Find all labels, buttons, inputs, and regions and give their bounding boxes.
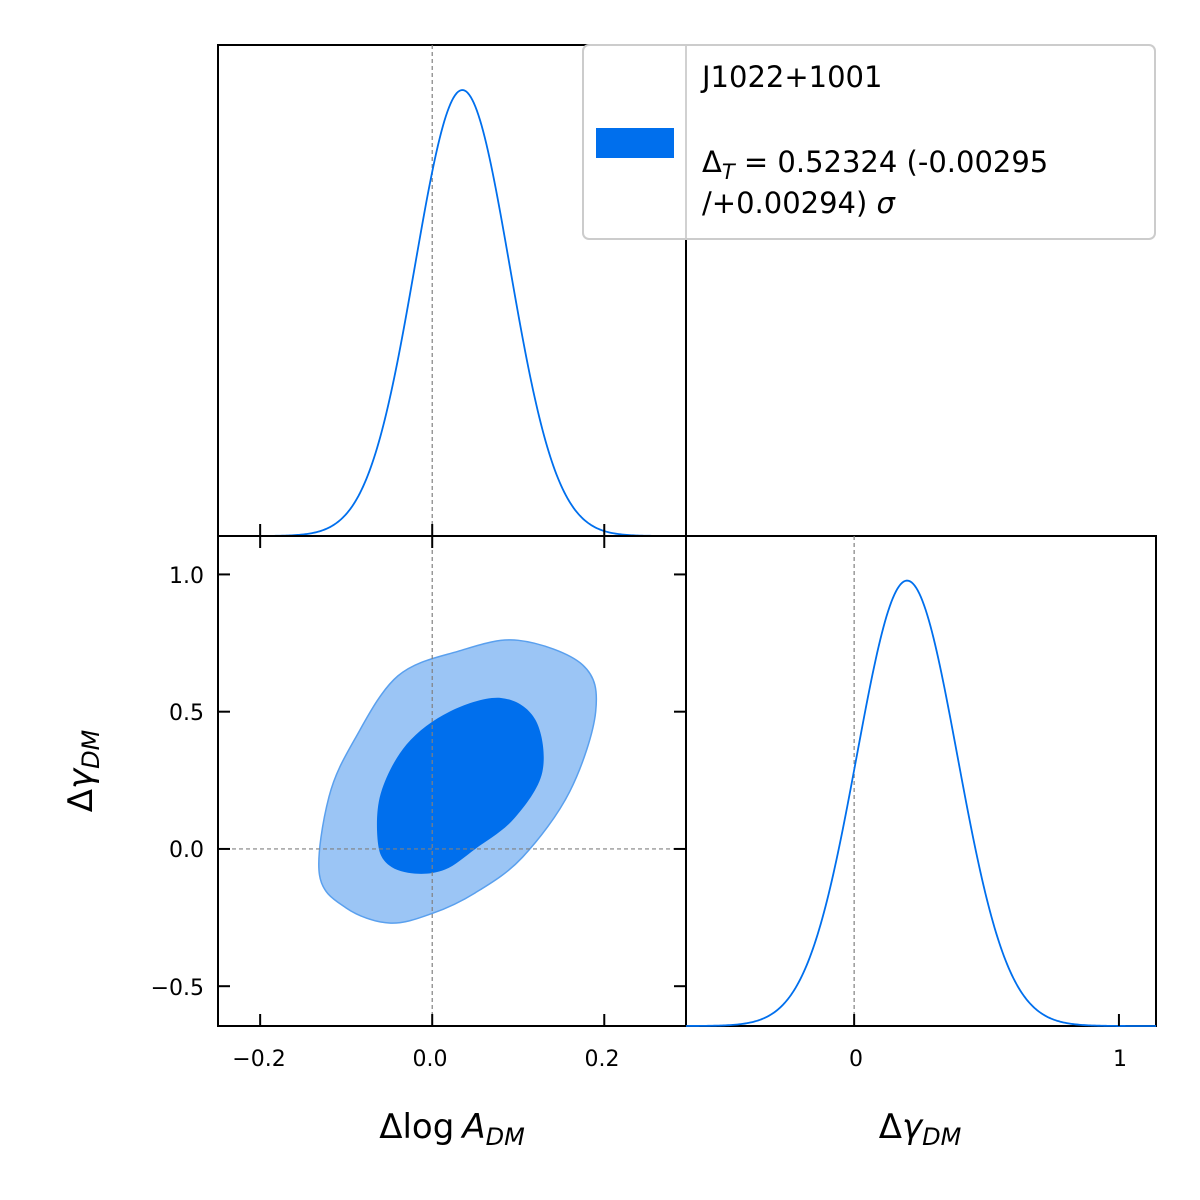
gamma-marginal-curve xyxy=(686,579,1156,1027)
legend-label-pulsar: J1022+1001 xyxy=(700,60,882,94)
panel-gamma-marginal xyxy=(685,535,1157,1027)
legend: J1022+1001 ΔT = 0.52324 (-0.00295 /+0.00… xyxy=(582,44,1156,240)
legend-label-delta: ΔT = 0.52324 (-0.00295 xyxy=(702,145,1048,184)
tick-label-gamma-bottom: 0 xyxy=(849,1047,863,1072)
tick-label-gamma: 1.0 xyxy=(169,564,204,589)
tick-label-logA: −0.2 xyxy=(232,1047,285,1072)
ticks-2d xyxy=(218,524,686,1026)
tick-label-gamma: −0.5 xyxy=(151,976,204,1001)
tick-label-gamma: 0.5 xyxy=(169,701,204,726)
tick-label-gamma-bottom: 1 xyxy=(1113,1047,1127,1072)
legend-box xyxy=(582,44,1156,240)
legend-label-error: /+0.00294) σ xyxy=(702,186,897,220)
panel-frame xyxy=(685,535,1157,1027)
tick-label-logA: 0.0 xyxy=(413,1047,448,1072)
panel-2d xyxy=(217,524,687,1027)
ylabel-gamma: ΔγDM xyxy=(61,729,105,812)
legend-swatch xyxy=(596,128,674,158)
tick-label-logA: 0.2 xyxy=(585,1047,620,1072)
tick-label-gamma: 0.0 xyxy=(169,838,204,863)
ticks-gamma-marginal xyxy=(853,1014,1120,1026)
xlabel-logA: Δlog ADM xyxy=(379,1107,525,1151)
contour-68 xyxy=(376,697,544,874)
xlabel-gamma: ΔγDM xyxy=(879,1107,962,1151)
